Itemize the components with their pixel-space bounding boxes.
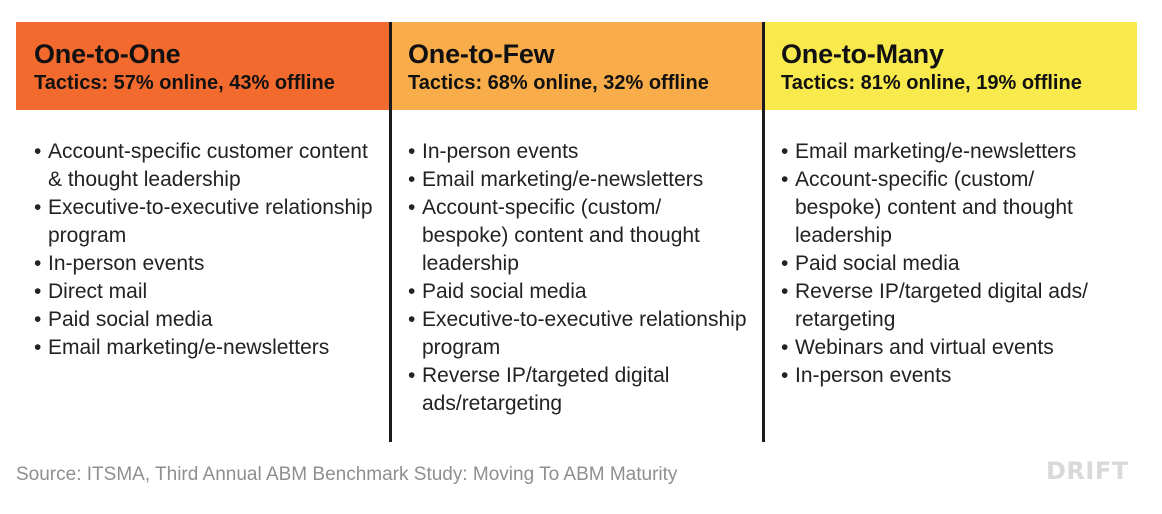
list-item: • Email marketing/e-newsletters xyxy=(781,138,1126,166)
bullet: • xyxy=(408,196,416,219)
bullet: • xyxy=(34,308,42,331)
column-header-one-to-many: One-to-Many Tactics: 81% online, 19% off… xyxy=(763,22,1137,110)
bullet: • xyxy=(34,196,42,219)
list-item: • In-person events xyxy=(781,362,1126,390)
bullet: • xyxy=(408,308,416,331)
column-header-one-to-few: One-to-Few Tactics: 68% online, 32% offl… xyxy=(390,22,763,110)
list-item: • Reverse IP/targeted digital ads/retarge… xyxy=(408,362,753,418)
list-item: • Account-specific customer content & tho… xyxy=(34,138,379,194)
bullet: • xyxy=(781,140,789,163)
tactic-text: Reverse IP/targeted digital ads/ retarge… xyxy=(795,280,1088,331)
tactic-text: Account-specific (custom/ bespoke) conte… xyxy=(795,168,1073,247)
bullet: • xyxy=(34,336,42,359)
list-item: • Account-specific (custom/ bespoke) cont… xyxy=(408,194,753,278)
column-subtitle: Tactics: 57% online, 43% offline xyxy=(34,72,335,94)
list-item: • In-person events xyxy=(34,250,379,278)
tactic-text: Reverse IP/targeted digital ads/retarget… xyxy=(422,364,670,415)
tactic-list: • In-person events • Email marketing/e-new… xyxy=(408,138,753,418)
tactic-text: Account-specific (custom/ bespoke) conte… xyxy=(422,196,700,275)
list-item: • Executive-to-executive relationship pro… xyxy=(34,194,379,250)
list-item: • Email marketing/e-newsletters xyxy=(34,334,379,362)
tactic-text: Email marketing/e-newsletters xyxy=(48,336,330,359)
bullet: • xyxy=(781,168,789,191)
bullet: • xyxy=(781,336,789,359)
list-item: • In-person events xyxy=(408,138,753,166)
column-divider xyxy=(389,22,392,442)
tactic-text: Email marketing/e-newsletters xyxy=(795,140,1077,163)
tactic-text: In-person events xyxy=(48,252,205,275)
column-title: One-to-Many xyxy=(781,39,944,69)
tactic-text: Paid social media xyxy=(795,252,960,275)
list-item: • Account-specific (custom/ bespoke) cont… xyxy=(781,166,1126,250)
column-one-to-one: One-to-One Tactics: 57% online, 43% offl… xyxy=(16,22,390,442)
column-title: One-to-Few xyxy=(408,39,555,69)
tactic-text: Account-specific customer content & thou… xyxy=(48,140,368,191)
bullet: • xyxy=(34,140,42,163)
tactic-text: Executive-to-executive relationship prog… xyxy=(422,308,747,359)
column-header-one-to-one: One-to-One Tactics: 57% online, 43% offl… xyxy=(16,22,390,110)
bullet: • xyxy=(781,364,789,387)
bullet: • xyxy=(781,280,789,303)
bullet: • xyxy=(34,252,42,275)
list-item: • Paid social media xyxy=(408,278,753,306)
tactic-list: • Account-specific customer content & tho… xyxy=(34,138,379,362)
bullet: • xyxy=(34,280,42,303)
list-item: • Executive-to-executive relationship pro… xyxy=(408,306,753,362)
tactic-text: In-person events xyxy=(795,364,952,387)
bullet: • xyxy=(408,280,416,303)
bullet: • xyxy=(408,168,416,191)
abm-tactics-table: One-to-One Tactics: 57% online, 43% offl… xyxy=(16,22,1137,442)
tactic-text: In-person events xyxy=(422,140,579,163)
list-item: • Paid social media xyxy=(34,306,379,334)
column-subtitle: Tactics: 68% online, 32% offline xyxy=(408,72,709,94)
list-item: • Email marketing/e-newsletters xyxy=(408,166,753,194)
tactic-text: Paid social media xyxy=(422,280,587,303)
tactic-text: Executive-to-executive relationship prog… xyxy=(48,196,373,247)
tactic-text: Webinars and virtual events xyxy=(795,336,1054,359)
list-item: • Direct mail xyxy=(34,278,379,306)
list-item: • Paid social media xyxy=(781,250,1126,278)
column-one-to-many: One-to-Many Tactics: 81% online, 19% off… xyxy=(763,22,1137,442)
bullet: • xyxy=(408,364,416,387)
tactic-list: • Email marketing/e-newsletters • Account-… xyxy=(781,138,1126,390)
list-item: • Reverse IP/targeted digital ads/ retarg… xyxy=(781,278,1126,334)
tactic-text: Paid social media xyxy=(48,308,213,331)
bullet: • xyxy=(781,252,789,275)
drift-logo: DRIFT xyxy=(1046,457,1129,485)
column-subtitle: Tactics: 81% online, 19% offline xyxy=(781,72,1082,94)
bullet: • xyxy=(408,140,416,163)
column-one-to-few: One-to-Few Tactics: 68% online, 32% offl… xyxy=(390,22,763,442)
list-item: • Webinars and virtual events xyxy=(781,334,1126,362)
column-title: One-to-One xyxy=(34,39,181,69)
source-note: Source: ITSMA, Third Annual ABM Benchmar… xyxy=(16,464,678,485)
column-divider xyxy=(762,22,765,442)
tactic-text: Direct mail xyxy=(48,280,148,303)
tactic-text: Email marketing/e-newsletters xyxy=(422,168,704,191)
